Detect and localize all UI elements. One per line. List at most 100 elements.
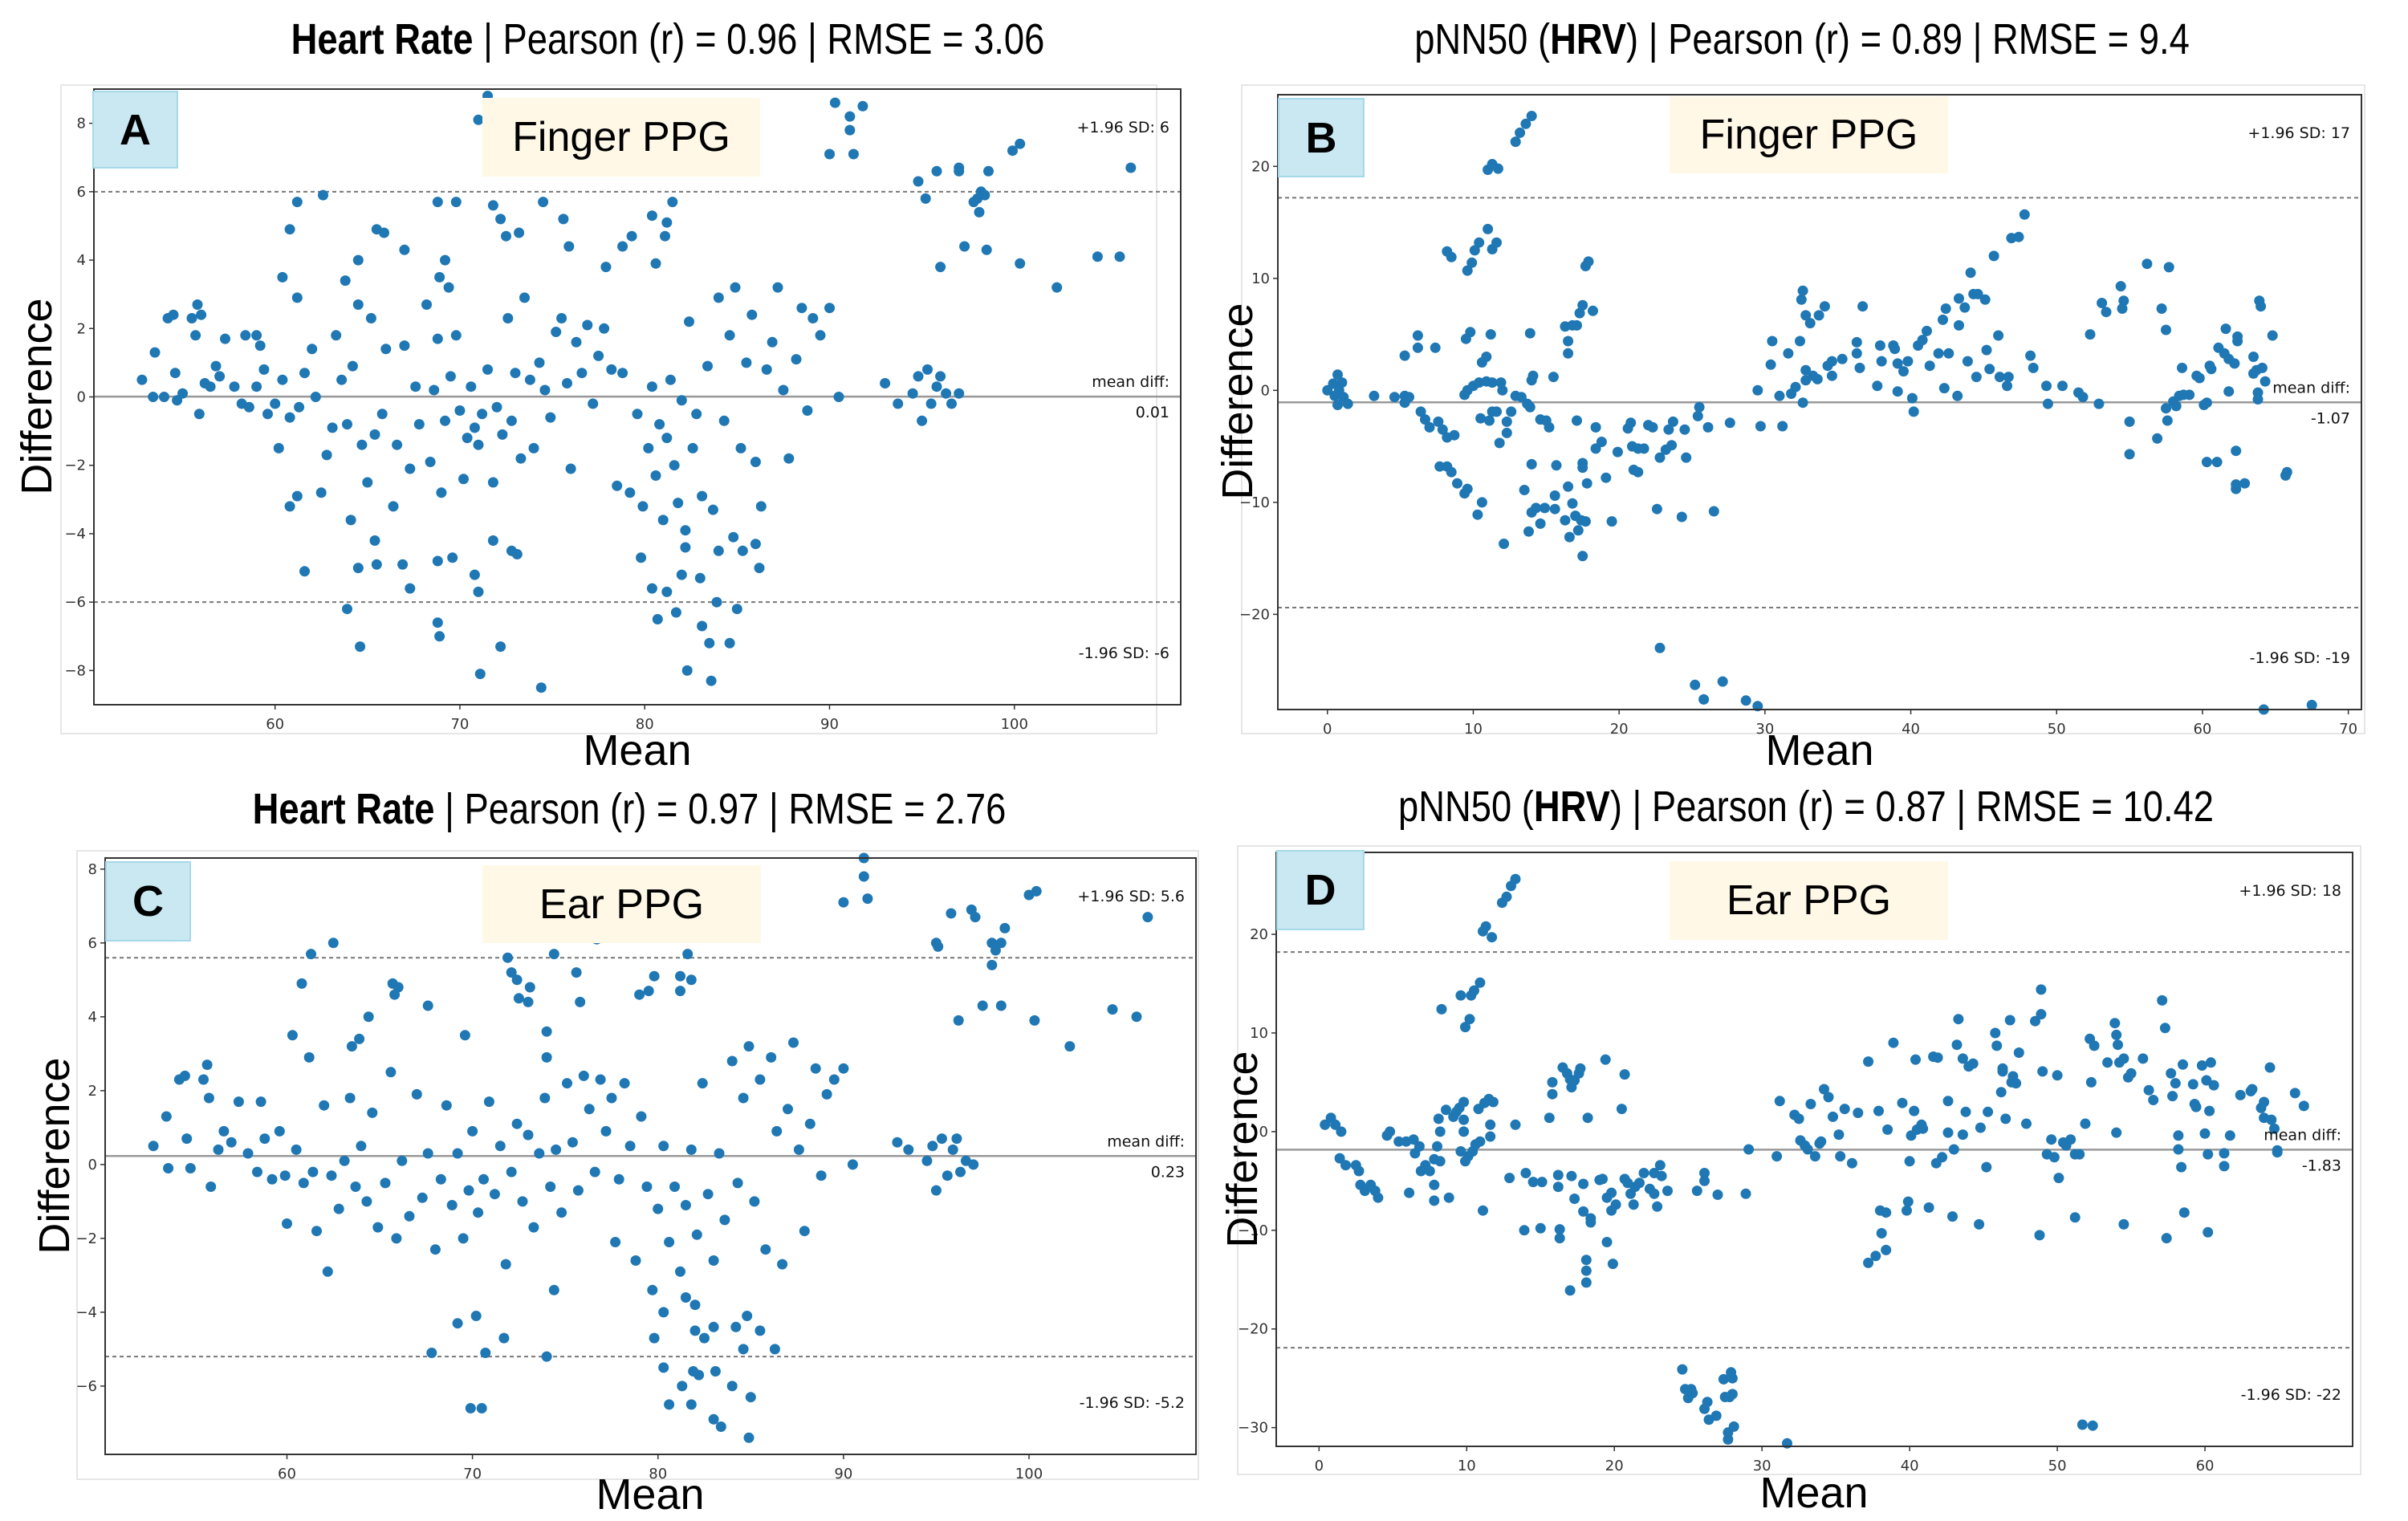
data-point xyxy=(1902,1196,1914,1207)
data-point xyxy=(921,1155,933,1166)
data-point xyxy=(441,1100,452,1111)
data-point xyxy=(1572,319,1582,331)
data-point xyxy=(2076,1419,2088,1430)
data-point xyxy=(369,535,380,546)
data-point xyxy=(677,1381,688,1392)
data-point xyxy=(1575,1063,1586,1074)
data-point xyxy=(893,398,904,409)
y-tick-label: −10 xyxy=(1239,494,1270,511)
data-point xyxy=(1560,514,1571,526)
data-point xyxy=(1458,1114,1470,1125)
y-tick-label: −8 xyxy=(64,662,86,679)
data-point xyxy=(291,490,303,502)
data-point xyxy=(1983,1106,1994,1117)
data-point xyxy=(1833,1129,1845,1141)
data-point xyxy=(953,1015,964,1026)
data-point xyxy=(1399,397,1410,409)
data-point xyxy=(205,381,216,392)
data-point xyxy=(365,313,376,323)
data-point xyxy=(783,453,795,464)
data-point xyxy=(1647,421,1658,433)
data-point xyxy=(1797,397,1808,409)
data-point xyxy=(761,364,772,375)
mean-diff-annotation: mean diff: xyxy=(2272,379,2350,397)
data-point xyxy=(1767,336,1778,347)
data-point xyxy=(273,442,284,453)
title-suffix: ) | Pearson (r) = 0.89 | RMSE = 9.4 xyxy=(1626,15,2190,63)
data-point xyxy=(1681,452,1692,463)
data-point xyxy=(1783,348,1794,359)
data-point xyxy=(1981,1161,1992,1173)
data-point xyxy=(2232,331,2243,342)
data-point xyxy=(636,1111,647,1122)
data-point xyxy=(1727,1373,1738,1384)
data-point xyxy=(340,275,351,287)
data-point xyxy=(1520,1168,1531,1178)
data-point xyxy=(1437,424,1448,435)
data-point xyxy=(2220,323,2231,335)
data-point xyxy=(466,381,477,392)
data-point xyxy=(1654,642,1666,653)
data-point xyxy=(562,1078,572,1089)
data-point xyxy=(279,1170,291,1181)
data-point xyxy=(732,1177,743,1189)
data-point xyxy=(440,415,450,426)
data-point xyxy=(1800,310,1812,321)
data-point xyxy=(1990,1027,2001,1039)
data-point xyxy=(1455,990,1466,1001)
data-point xyxy=(511,549,523,559)
data-point xyxy=(946,398,957,409)
data-point xyxy=(1851,348,1862,359)
data-point xyxy=(1469,245,1480,256)
data-point xyxy=(2085,329,2096,340)
data-point xyxy=(2235,1089,2246,1100)
data-point xyxy=(1506,406,1517,417)
data-point xyxy=(489,1189,500,1200)
data-point xyxy=(682,949,694,960)
data-point xyxy=(706,675,717,686)
data-point xyxy=(697,620,708,632)
data-point xyxy=(220,333,230,344)
data-point xyxy=(1527,370,1539,381)
data-point xyxy=(2080,1118,2091,1129)
data-point xyxy=(1412,330,1423,341)
data-point xyxy=(907,388,918,399)
data-point xyxy=(243,401,254,413)
data-point xyxy=(1823,1092,1834,1103)
data-point xyxy=(600,1125,612,1137)
data-point xyxy=(1552,1181,1564,1193)
data-point xyxy=(440,254,450,266)
y-axis-label: Difference xyxy=(1218,1051,1267,1248)
data-point xyxy=(1728,1421,1739,1432)
data-point xyxy=(617,241,628,252)
data-point xyxy=(311,1226,322,1237)
data-point xyxy=(372,1222,384,1233)
data-point xyxy=(2065,1134,2076,1145)
x-tick-label: 10 xyxy=(1464,721,1483,738)
data-point xyxy=(1469,985,1479,996)
data-point xyxy=(327,937,339,949)
data-point xyxy=(487,477,498,488)
mean-diff-value: -1.83 xyxy=(2302,1157,2341,1174)
x-tick-label: 0 xyxy=(1315,1458,1324,1474)
data-point xyxy=(470,1311,482,1321)
data-point xyxy=(1981,344,1992,356)
data-point xyxy=(2109,1018,2121,1029)
data-point xyxy=(2247,1084,2258,1095)
data-point xyxy=(1797,285,1808,296)
data-point xyxy=(1804,318,1816,329)
data-point xyxy=(339,1155,350,1166)
data-point xyxy=(646,210,657,222)
data-point xyxy=(593,350,604,361)
data-point xyxy=(1967,1058,1979,1069)
data-point xyxy=(1765,359,1776,370)
data-point xyxy=(576,368,588,379)
data-point xyxy=(541,1051,552,1063)
data-point xyxy=(599,323,610,334)
data-point xyxy=(1524,327,1536,339)
data-point xyxy=(319,1100,330,1111)
data-point xyxy=(1588,305,1598,316)
data-point xyxy=(796,303,807,314)
data-point xyxy=(2002,380,2012,392)
data-point xyxy=(500,1259,511,1270)
